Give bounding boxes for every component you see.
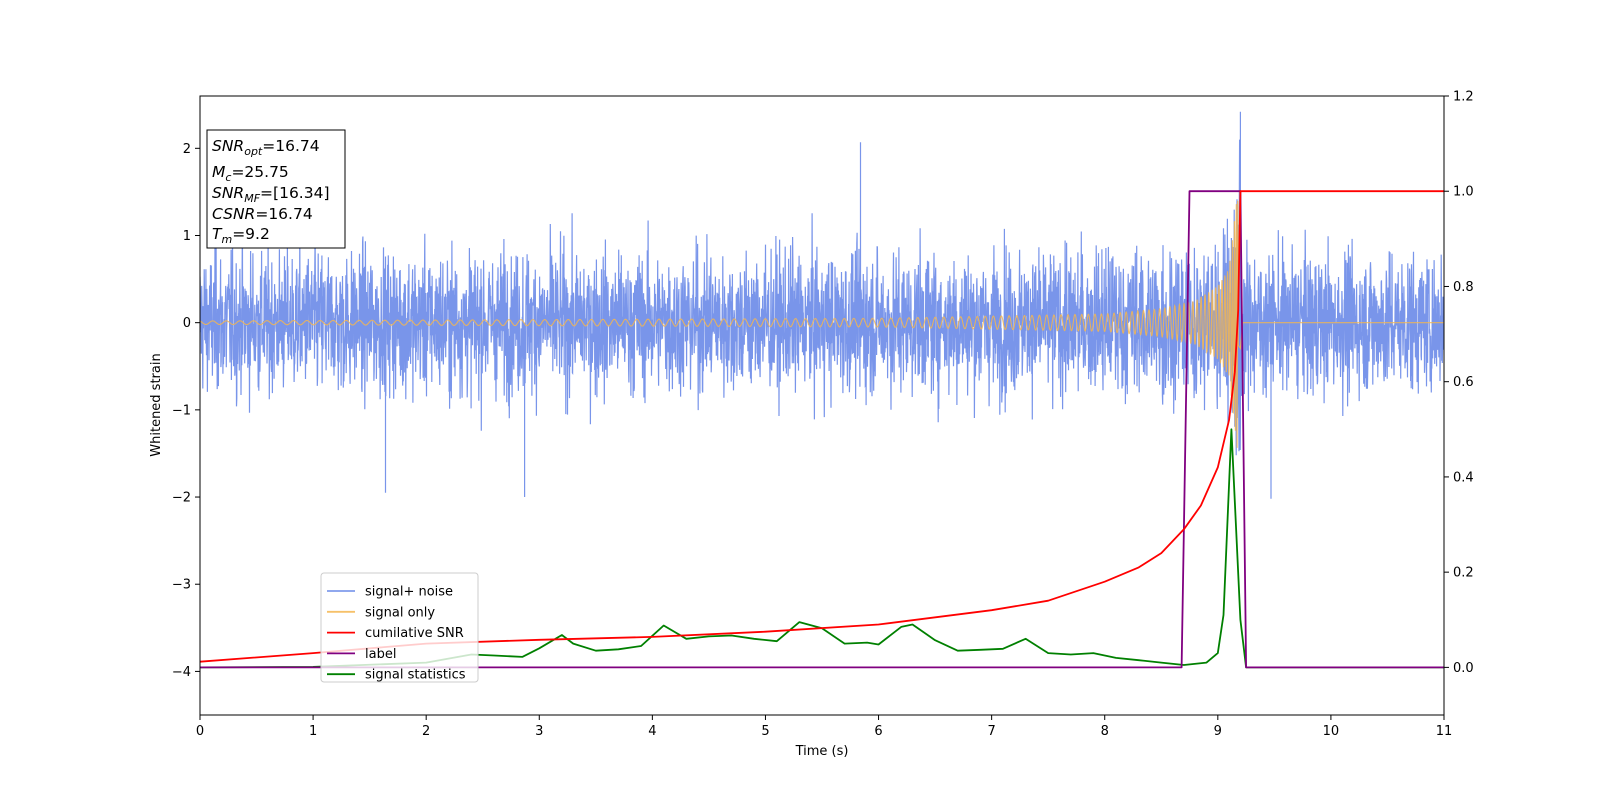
y-left-tick-label: 1 xyxy=(183,229,191,244)
y-left-tick-label: −2 xyxy=(172,491,191,506)
y-left-tick-label: 0 xyxy=(183,316,191,331)
stat-snr-opt: SNRopt=16.74 xyxy=(212,137,320,158)
legend: signal+ noise signal only cumilative SNR la… xyxy=(320,572,479,683)
stat-mc: Mc=25.75 xyxy=(212,163,289,184)
y-right-tick-label: 1.0 xyxy=(1453,185,1474,200)
y-left-tick-label: 2 xyxy=(183,142,191,157)
y-left-tick-label: −3 xyxy=(172,578,191,593)
x-tick-label: 0 xyxy=(196,724,204,739)
y-right-tick-label: 0.0 xyxy=(1453,661,1474,676)
x-tick-label: 7 xyxy=(987,724,995,739)
y-right-tick-label: 0.6 xyxy=(1453,375,1474,390)
x-tick-label: 5 xyxy=(761,724,769,739)
x-tick-label: 10 xyxy=(1323,724,1340,739)
y-right-tick-label: 0.8 xyxy=(1453,280,1474,295)
x-tick-label: 4 xyxy=(648,724,656,739)
y-axis-left: −4 −3 −2 −1 0 1 2 xyxy=(172,142,200,680)
x-axis: 0 1 2 3 4 5 6 7 8 9 10 11 xyxy=(196,715,1452,739)
series-layer xyxy=(200,111,1444,669)
stats-box: SNRopt=16.74 Mc=25.75 SNRMF=[16.34] CSNR… xyxy=(206,129,346,249)
stat-csnr: CSNR=16.74 xyxy=(212,205,313,223)
y-right-tick-label: 0.2 xyxy=(1453,566,1474,581)
x-tick-label: 6 xyxy=(874,724,882,739)
stat-snr-mf: SNRMF=[16.34] xyxy=(212,184,330,205)
legend-entry: signal+ noise xyxy=(365,585,453,600)
series-cumulative-snr xyxy=(200,190,1444,663)
series-label xyxy=(200,190,1444,669)
series-signal-statistics xyxy=(200,428,1444,669)
legend-entry: signal only xyxy=(365,605,435,620)
y-right-tick-label: 0.4 xyxy=(1453,470,1474,485)
y-axis-label: Whitened strain xyxy=(149,353,164,456)
x-tick-label: 9 xyxy=(1214,724,1222,739)
x-tick-label: 1 xyxy=(309,724,317,739)
legend-entry: cumilative SNR xyxy=(365,626,464,641)
series-signal-noise xyxy=(200,111,1444,499)
legend-entry: signal statistics xyxy=(365,668,466,683)
legend-entry: label xyxy=(365,647,396,662)
stat-tm: Tm=9.2 xyxy=(212,225,270,246)
x-tick-label: 3 xyxy=(535,724,543,739)
x-tick-label: 8 xyxy=(1101,724,1109,739)
plot-frame xyxy=(199,95,1445,716)
x-axis-label: Time (s) xyxy=(795,744,849,759)
x-tick-label: 11 xyxy=(1436,724,1453,739)
x-tick-label: 2 xyxy=(422,724,430,739)
y-left-tick-label: −4 xyxy=(172,665,191,680)
y-axis-right: 0.0 0.2 0.4 0.6 0.8 1.0 1.2 xyxy=(1444,90,1474,676)
y-left-tick-label: −1 xyxy=(172,403,191,418)
y-right-tick-label: 1.2 xyxy=(1453,90,1474,105)
